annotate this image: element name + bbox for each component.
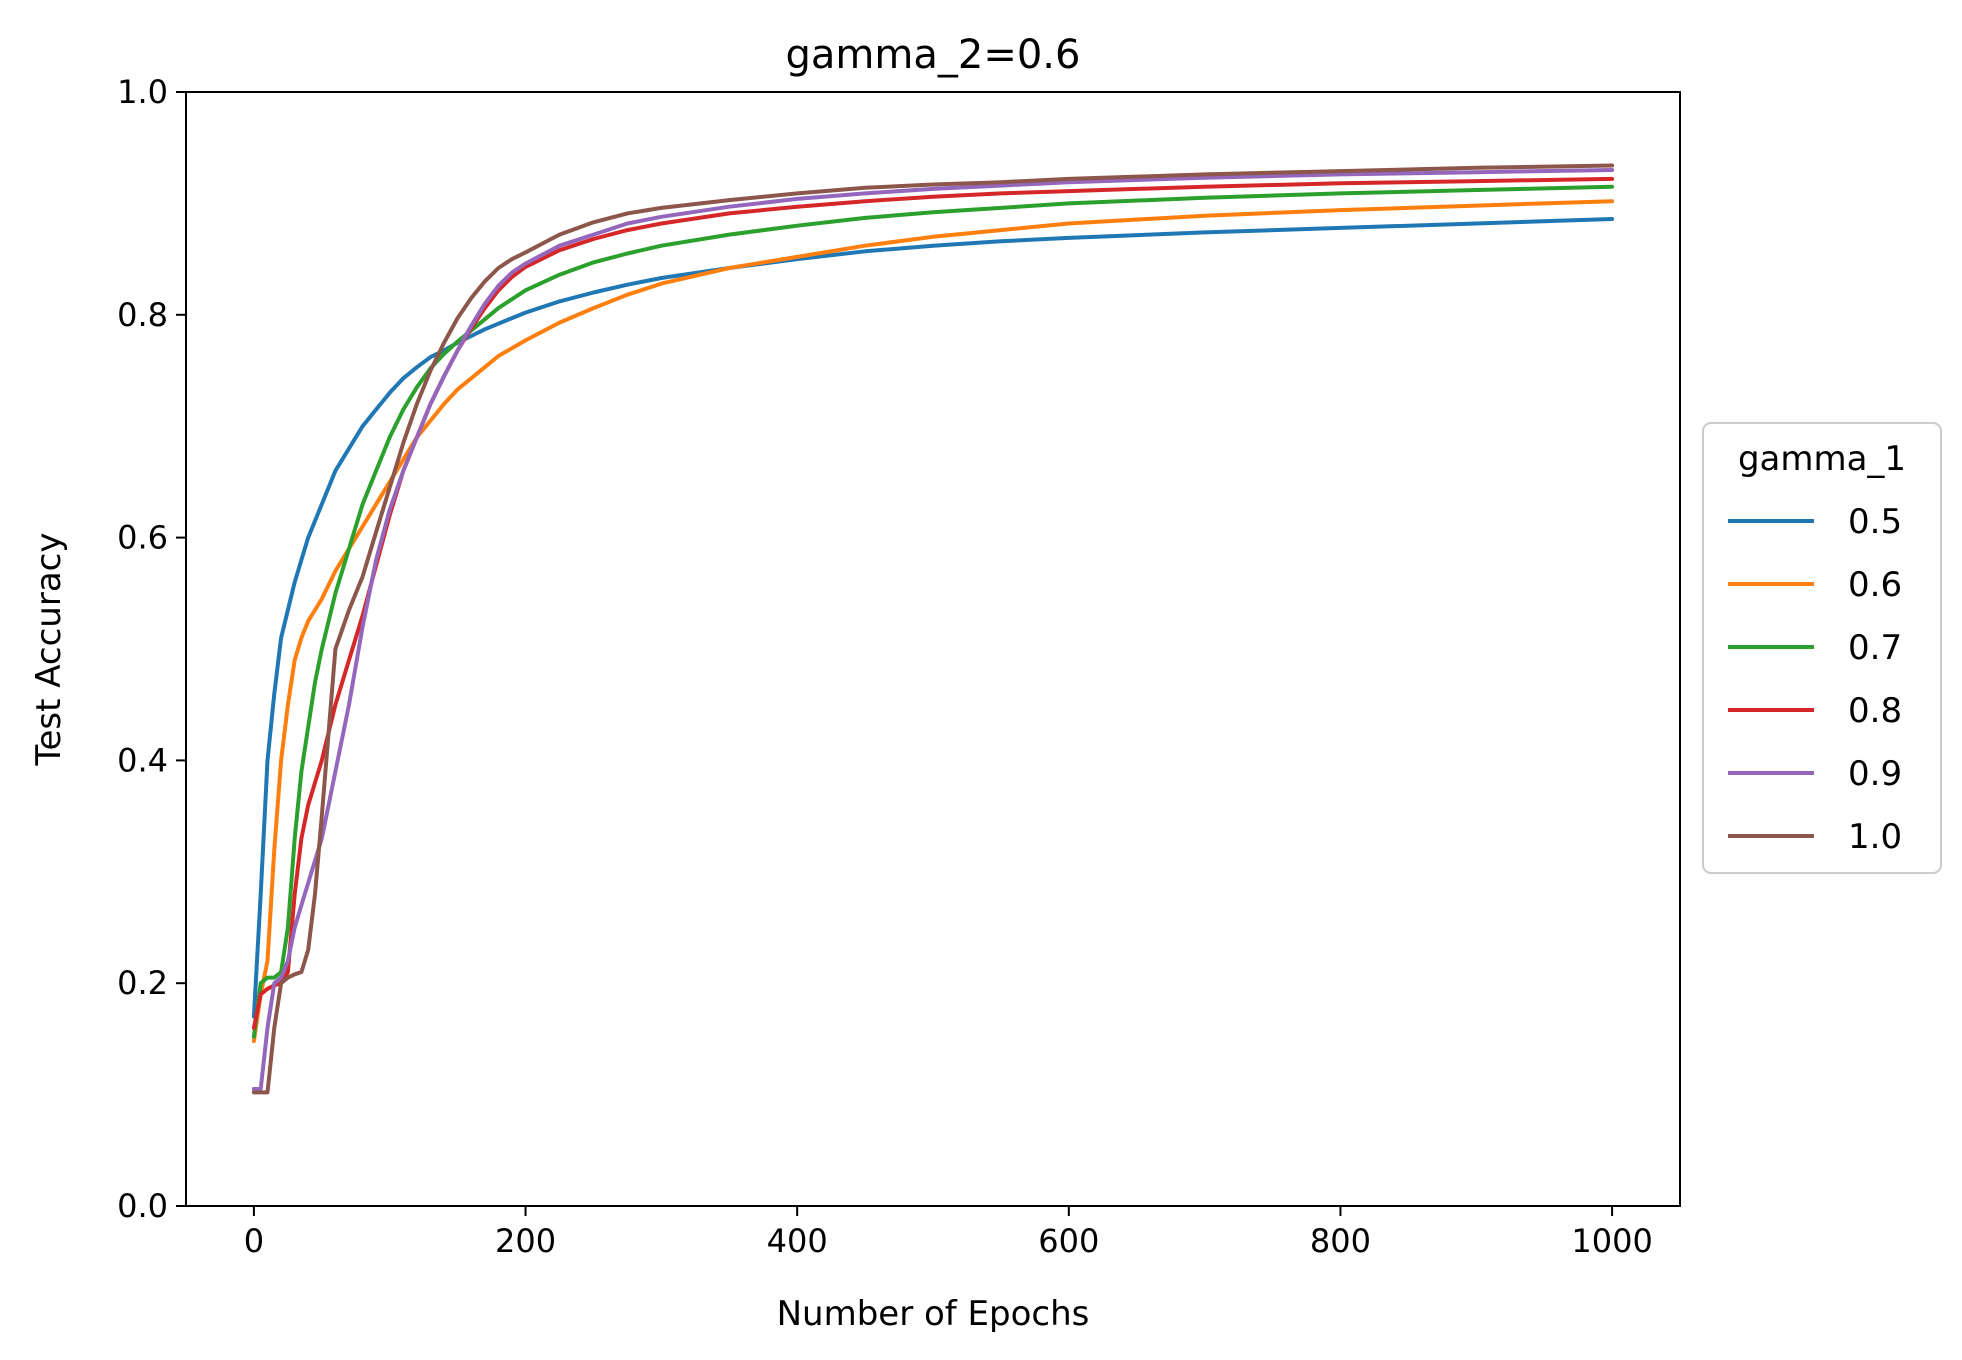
legend-items: 0.5 0.6 0.7 0.8 0.9 1.0 (1728, 502, 1902, 857)
plot-frame (185, 91, 1681, 1207)
legend-title: gamma_1 (1738, 439, 1906, 479)
y-axis-label: Test Accuracy (29, 533, 69, 767)
x-axis-label: Number of Epochs (777, 1294, 1090, 1334)
x-tick-label: 800 (1310, 1222, 1371, 1260)
x-tick-label: 0 (244, 1222, 264, 1260)
legend: gamma_1 0.5 0.6 0.7 0.8 0.9 1.0 (1702, 422, 1942, 874)
x-tick-label: 400 (767, 1222, 828, 1260)
x-axis-ticks: 0 200 400 600 800 1000 (244, 1206, 1653, 1260)
legend-label-0-9: 0.9 (1848, 754, 1902, 794)
x-tick-label: 600 (1038, 1222, 1099, 1260)
y-tick-label: 0.0 (117, 1187, 168, 1225)
y-tick-label: 0.6 (117, 519, 168, 557)
series-line-0-9 (251, 168, 1615, 1091)
series-line-0-7 (251, 184, 1615, 1039)
legend-label-0-6: 0.6 (1848, 565, 1902, 605)
y-tick-label: 0.4 (117, 741, 168, 779)
x-tick-label: 200 (495, 1222, 556, 1260)
y-tick-label: 0.8 (117, 296, 168, 334)
series-lines (251, 163, 1615, 1095)
y-tick-label: 1.0 (117, 73, 168, 111)
legend-box (1702, 422, 1942, 874)
chart-title: gamma_2=0.6 (786, 32, 1081, 78)
y-tick-label: 0.2 (117, 964, 168, 1002)
legend-label-0-7: 0.7 (1848, 628, 1902, 668)
series-line-0-6 (251, 199, 1615, 1044)
legend-label-1-0: 1.0 (1848, 817, 1902, 857)
x-tick-label: 1000 (1571, 1222, 1652, 1260)
y-axis-ticks: 0.0 0.2 0.4 0.6 0.8 1.0 (117, 73, 186, 1225)
series-line-1-0 (251, 163, 1615, 1095)
legend-label-0-8: 0.8 (1848, 691, 1902, 731)
legend-label-0-5: 0.5 (1848, 502, 1902, 542)
